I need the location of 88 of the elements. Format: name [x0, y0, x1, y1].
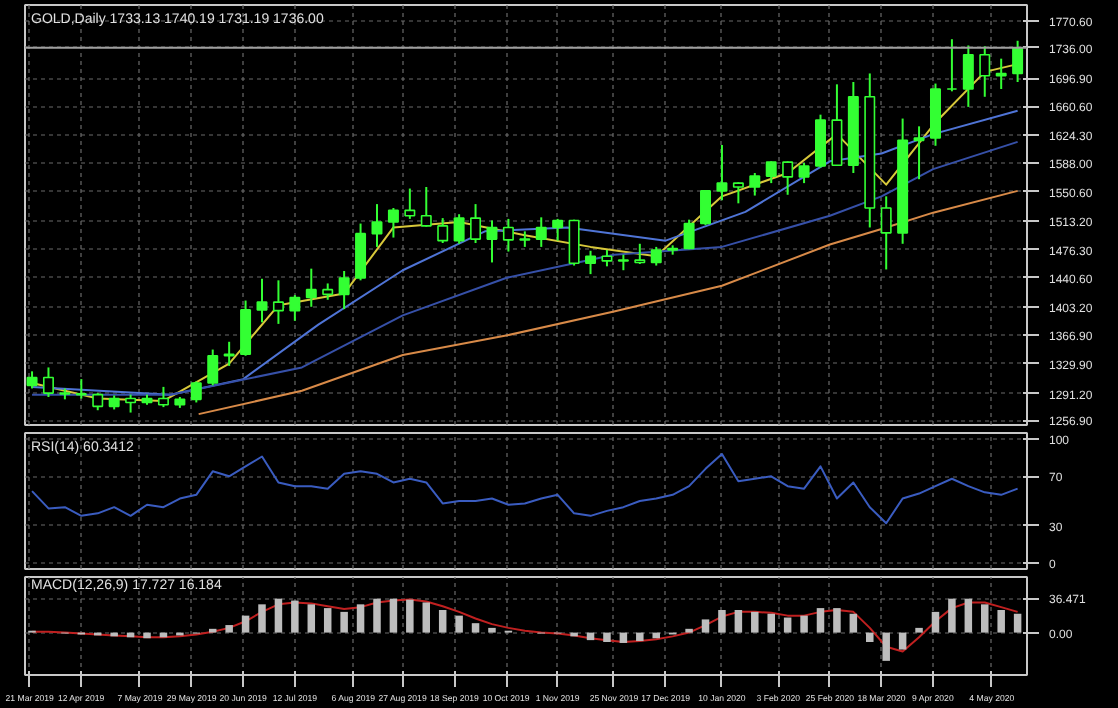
bar: [323, 608, 332, 633]
bar: [849, 613, 858, 633]
bar: [718, 609, 726, 633]
candlestick: [289, 294, 301, 322]
bar: [701, 619, 710, 633]
bar: [783, 617, 792, 633]
bar: [619, 632, 628, 643]
candlestick: [42, 366, 54, 398]
candlestick: [815, 113, 826, 169]
bar: [652, 632, 660, 639]
bar: [751, 611, 759, 633]
bar: [389, 598, 398, 633]
bar: [866, 632, 874, 643]
bar: [488, 627, 496, 633]
bar: [340, 611, 348, 633]
bar: [603, 632, 611, 643]
bar: [915, 627, 923, 633]
candlestick: [272, 279, 284, 325]
candlestick: [305, 267, 317, 308]
candlestick: [634, 242, 646, 265]
bar: [422, 602, 431, 633]
candlestick: [502, 217, 514, 253]
bar: [882, 632, 890, 661]
bar: [225, 625, 233, 633]
candlestick: [355, 222, 367, 282]
candlestick: [470, 203, 482, 244]
candlestick: [190, 380, 202, 404]
candlestick: [207, 348, 219, 387]
bar: [800, 615, 808, 633]
bar: [258, 604, 266, 633]
bar: [438, 609, 447, 633]
candlestick: [650, 245, 662, 267]
candlestick: [486, 219, 498, 264]
candlestick: [782, 160, 794, 196]
candlestick: [749, 172, 761, 197]
candlestick: [371, 203, 383, 248]
candlestick: [1012, 39, 1024, 83]
bar: [471, 623, 480, 633]
candlestick: [535, 216, 547, 248]
bar: [406, 599, 414, 633]
bar: [274, 598, 283, 633]
candlestick: [962, 44, 974, 108]
candlestick: [420, 186, 432, 228]
candlestick: [585, 249, 597, 276]
candlestick: [387, 207, 399, 239]
bar: [241, 615, 250, 633]
candlestick: [946, 38, 958, 93]
line-series: [197, 189, 1019, 416]
bar: [356, 604, 365, 633]
candlestick: [404, 187, 416, 220]
bar: [833, 608, 841, 633]
bar: [307, 604, 316, 633]
bar: [143, 632, 151, 639]
bar: [636, 632, 644, 642]
bar: [455, 615, 463, 633]
line-series: [31, 598, 1019, 653]
candlestick: [453, 213, 465, 245]
bar: [931, 611, 940, 633]
candlestick: [979, 45, 991, 98]
candlestick: [700, 189, 712, 227]
bar: [981, 604, 989, 633]
candlestick: [568, 218, 580, 267]
bar: [997, 609, 1005, 633]
candlestick: [831, 83, 843, 167]
candlestick: [437, 217, 449, 244]
bar: [964, 598, 973, 633]
bar: [734, 609, 743, 633]
candlestick: [798, 161, 810, 185]
candlestick: [765, 160, 777, 185]
line-series: [31, 453, 1019, 525]
bar: [898, 632, 907, 650]
candlestick: [157, 385, 169, 409]
bar: [816, 608, 825, 633]
candlestick: [240, 299, 252, 357]
candlestick: [223, 340, 235, 367]
candlestick: [716, 144, 728, 202]
bar: [767, 613, 775, 633]
candlestick: [683, 218, 695, 251]
candlestick: [995, 57, 1007, 90]
candlestick: [256, 277, 268, 324]
candlestick: [552, 217, 564, 242]
candlestick: [338, 270, 350, 311]
candlestick: [913, 125, 925, 181]
bar: [948, 598, 956, 633]
candlestick: [880, 195, 892, 271]
bar: [291, 600, 299, 633]
candlestick: [732, 181, 744, 205]
bar: [373, 598, 381, 633]
